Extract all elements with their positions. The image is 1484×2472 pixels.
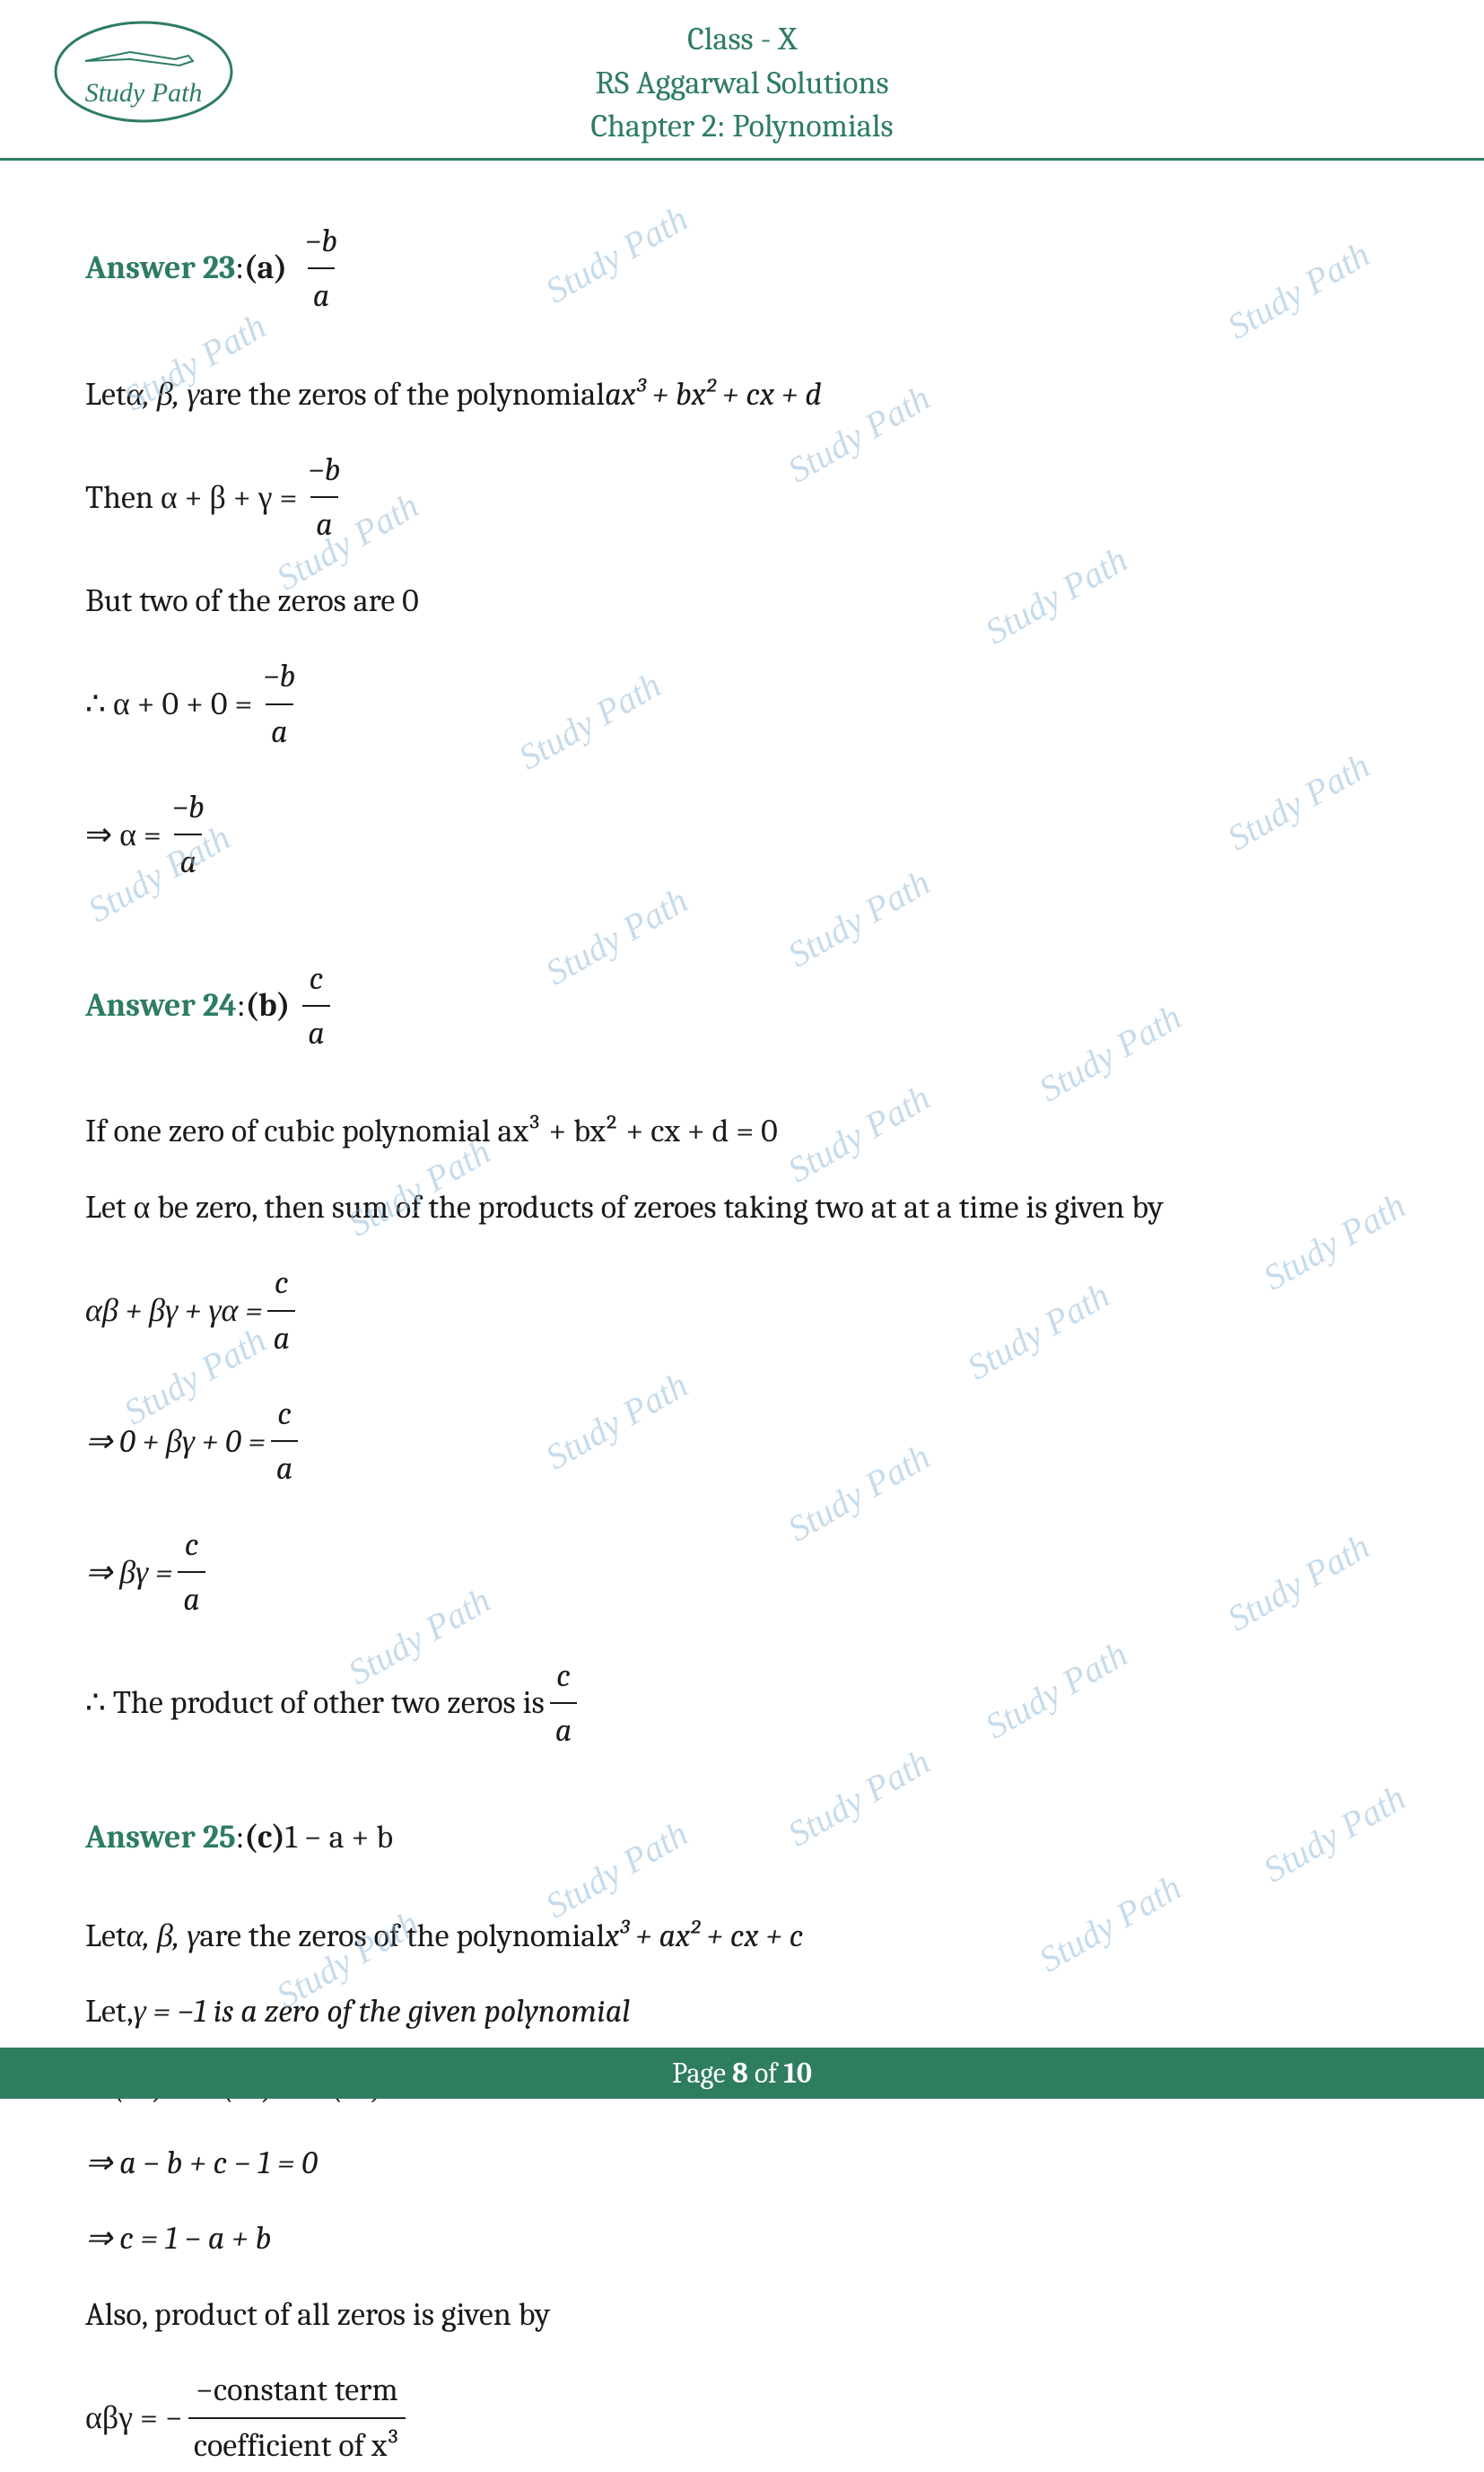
- ans24-line5: ⇒ βγ = c a: [85, 1518, 1399, 1627]
- answer-label: Answer 23: [85, 241, 235, 294]
- fraction: −b a: [302, 443, 345, 552]
- answer-text: 1 − a + b: [285, 1811, 393, 1864]
- answer-label: Answer 25: [85, 1811, 236, 1864]
- fraction: c a: [267, 1256, 295, 1365]
- page-header: Study Path Class - X RS Aggarwal Solutio…: [0, 0, 1484, 161]
- footer-mid: of: [748, 2057, 783, 2090]
- answer-fraction: −b a: [300, 214, 343, 323]
- ans24-line1: If one zero of cubic polynomial ax³ + bx…: [85, 1105, 1399, 1157]
- ans25-line4: ⇒ a − b + c − 1 = 0: [85, 2136, 1399, 2189]
- footer-pre: Page: [672, 2057, 732, 2090]
- ans23-line1: Let α, β, γ are the zeros of the polynom…: [85, 368, 1399, 421]
- ans23-line5: ⇒ α = −b a: [85, 781, 1399, 889]
- fraction-text: −constant term coefficient of x³: [188, 2363, 406, 2472]
- ans25-line1: Let α, β, γ are the zeros of the polynom…: [85, 1909, 1399, 1962]
- ans24-line4: ⇒ 0 + βγ + 0 = c a: [85, 1387, 1399, 1496]
- answer-option: (b): [245, 979, 290, 1032]
- answer-fraction: c a: [302, 952, 330, 1061]
- logo: Study Path: [49, 16, 238, 128]
- fraction: c a: [271, 1387, 299, 1496]
- ans23-line4: ∴ α + 0 + 0 = −b a: [85, 650, 1399, 758]
- answer-option: (a): [244, 241, 287, 294]
- ans23-line2: Then α + β + γ = −b a: [85, 443, 1399, 552]
- ans24-line2: Let α be zero, then sum of the products …: [85, 1181, 1399, 1234]
- ans24-line3: αβ + βγ + γα = c a: [85, 1256, 1399, 1365]
- answer-25-heading: Answer 25: (c) 1 − a + b: [85, 1811, 1399, 1864]
- page-footer: Page 8 of 10: [0, 2048, 1484, 2099]
- answer-24-heading: Answer 24: (b) c a: [85, 952, 1399, 1061]
- fraction: c a: [178, 1518, 205, 1627]
- answer-23-heading: Answer 23: (a) −b a: [85, 214, 1399, 323]
- ans23-line3: But two of the zeros are 0: [85, 574, 1399, 627]
- ans25-line2: Let, γ = −1 is a zero of the given polyn…: [85, 1985, 1399, 2038]
- footer-total: 10: [783, 2057, 812, 2090]
- page-content: Answer 23: (a) −b a Let α, β, γ are the …: [0, 161, 1484, 2472]
- ans25-line6: Also, product of all zeros is given by: [85, 2288, 1399, 2341]
- ans25-line7: αβγ = − −constant term coefficient of x³: [85, 2363, 1399, 2472]
- fraction: −b a: [167, 781, 210, 889]
- ans25-line5: ⇒ c = 1 − a + b: [85, 2212, 1399, 2265]
- fraction: −b a: [258, 650, 301, 758]
- answer-option: (c): [244, 1811, 285, 1864]
- fraction: c a: [550, 1649, 578, 1758]
- footer-current: 8: [732, 2057, 748, 2090]
- answer-label: Answer 24: [85, 979, 237, 1032]
- ans24-line6: ∴ The product of other two zeros is c a: [85, 1649, 1399, 1758]
- svg-text:Study Path: Study Path: [85, 78, 203, 108]
